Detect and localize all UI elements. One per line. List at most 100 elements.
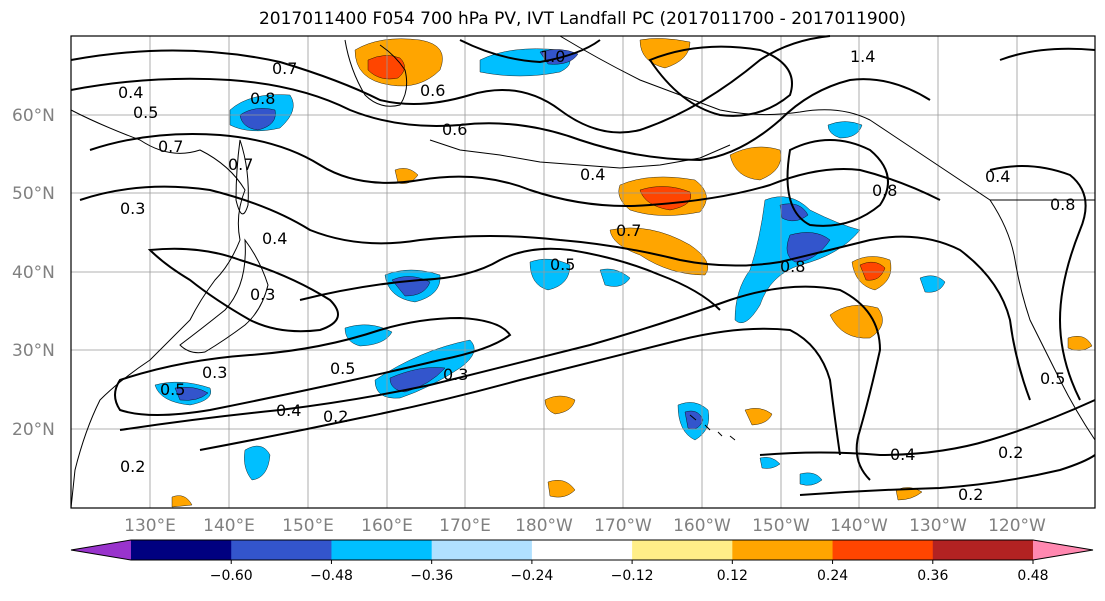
alaska-coast (559, 35, 1095, 201)
negative-anomaly (827, 121, 863, 139)
colorbar-segment (732, 540, 834, 560)
lon-label: 170°W (594, 516, 652, 536)
positive-anomaly (744, 408, 773, 426)
lon-label: 130°E (124, 516, 176, 536)
map-frame (70, 35, 1096, 509)
contour-label: 1.4 (850, 47, 875, 66)
contour-line (989, 165, 1087, 401)
contour-line (147, 247, 339, 333)
longitude-labels: 130°E 140°E 150°E 160°E 170°E 180°W 170°… (124, 516, 1046, 536)
contour-label: 0.4 (580, 165, 605, 184)
contour-label: 0.8 (872, 181, 897, 200)
contour-line (114, 316, 512, 416)
lat-label-50n: 50°N (12, 184, 55, 204)
lat-label-20n: 20°N (12, 420, 55, 440)
negative-anomaly (174, 386, 209, 401)
contour-line (299, 247, 721, 311)
negative-anomaly (919, 275, 946, 293)
colorbar-extend-high (1033, 540, 1093, 560)
colorbar-tick-label: 0.36 (917, 568, 948, 584)
contour-label: 0.5 (1040, 369, 1065, 388)
map-title: 2017011400 F054 700 hPa PV, IVT Landfall… (258, 9, 906, 29)
positive-anomaly (547, 480, 576, 498)
lon-label: 170°E (439, 516, 491, 536)
contour-label: 0.7 (272, 59, 297, 78)
colorbar-tick-label: −0.24 (510, 568, 553, 584)
contour-label: 0.6 (420, 81, 445, 100)
contour-label: 0.8 (250, 89, 275, 108)
contour-label: 0.5 (133, 103, 158, 122)
colorbar-segment (832, 540, 934, 560)
colorbar-outline (70, 539, 1094, 561)
colorbar-tick-label: −0.12 (611, 568, 654, 584)
asia-coast (70, 109, 246, 509)
lon-label: 160°E (361, 516, 413, 536)
japan-coast (179, 238, 269, 354)
contour-label: 0.3 (443, 365, 468, 384)
pv-contours (70, 35, 1096, 496)
colorbar-segment (531, 540, 633, 560)
contour-label: 0.6 (442, 120, 467, 139)
colorbar-tick-label: 0.12 (717, 568, 748, 584)
negative-anomaly (244, 445, 271, 481)
positive-anomaly (895, 487, 923, 501)
contour-line (79, 185, 1031, 401)
colorbar-tick-label: 0.48 (1017, 568, 1048, 584)
lon-label: 120°W (988, 516, 1046, 536)
contour-label: 0.2 (323, 407, 348, 426)
contour-label: 0.4 (985, 167, 1010, 186)
contour-label: 0.3 (120, 199, 145, 218)
hawaii-islands (689, 414, 736, 441)
kamchatka-coast (344, 39, 408, 107)
contour-line (999, 47, 1096, 61)
contour-label: 0.8 (780, 257, 805, 276)
contour-label: 0.3 (250, 285, 275, 304)
negative-anomaly (759, 457, 781, 469)
lon-label: 130°W (909, 516, 967, 536)
colorbar-segment (131, 540, 232, 560)
contour-line (759, 399, 1096, 457)
latitude-labels: 60°N 50°N 40°N 30°N 20°N (12, 106, 55, 440)
lat-label-60n: 60°N (12, 106, 55, 126)
negative-anomaly (239, 108, 276, 131)
colorbar-extend-low (71, 540, 131, 560)
contour-label: 0.4 (262, 229, 287, 248)
contour-label: 0.7 (616, 221, 641, 240)
positive-anomaly (544, 395, 576, 415)
contour-label: 0.5 (160, 380, 185, 399)
contour-line (119, 285, 882, 481)
lon-label: 150°E (282, 516, 334, 536)
negative-anomaly (389, 367, 446, 393)
positive-anomaly (729, 146, 781, 181)
contour-label: 0.3 (202, 363, 227, 382)
contour-line (70, 77, 931, 162)
contour-label: 0.5 (330, 359, 355, 378)
colorbar-tick-label: 0.24 (817, 568, 848, 584)
colorbar-segment (932, 540, 1034, 560)
lon-label: 160°W (673, 516, 731, 536)
contour-label: 0.2 (998, 443, 1023, 462)
colorbar-segment (431, 540, 533, 560)
contour-line (89, 133, 941, 207)
colorbar: −0.60 −0.48 −0.36 −0.24 −0.12 0.12 0.24 0.36 0.4… (70, 539, 1094, 584)
contour-label: 0.4 (118, 83, 143, 102)
contour-label: 0.2 (958, 485, 983, 504)
lat-label-40n: 40°N (12, 263, 55, 283)
positive-anomaly (171, 495, 193, 508)
positive-anomaly (394, 168, 419, 184)
negative-anomaly (529, 258, 571, 291)
contour-label: 0.5 (550, 255, 575, 274)
colorbar-tick-label: −0.36 (410, 568, 453, 584)
colorbar-tick-label: −0.48 (310, 568, 353, 584)
contour-label: 1.0 (540, 47, 565, 66)
colorbar-tick-label: −0.60 (210, 568, 253, 584)
lon-label: 140°E (203, 516, 255, 536)
lat-label-30n: 30°N (12, 341, 55, 361)
contour-label: 0.4 (276, 401, 301, 420)
negative-anomaly (799, 472, 823, 486)
contour-line (199, 327, 841, 456)
sakhalin-coast (235, 139, 249, 215)
colorbar-segment (231, 540, 332, 560)
contour-line (799, 454, 1096, 496)
